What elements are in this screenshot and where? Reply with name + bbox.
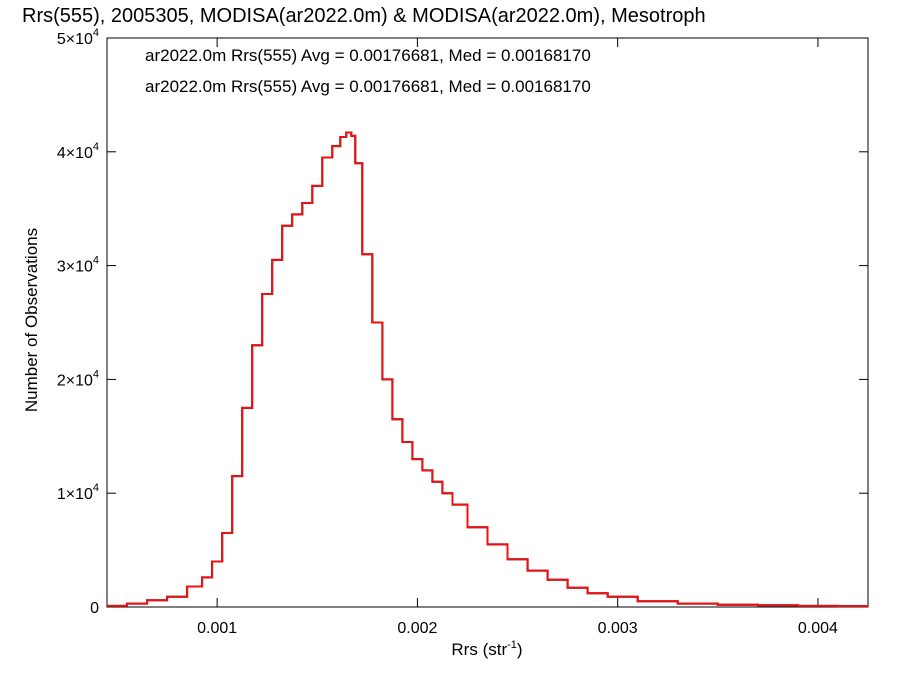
y-tick-label-mantissa: 2×10 bbox=[57, 372, 93, 389]
y-tick-label-exponent: 4 bbox=[93, 482, 99, 494]
series-line-red bbox=[107, 131, 868, 608]
series-layer bbox=[107, 131, 868, 608]
y-tick-label-exponent: 4 bbox=[93, 27, 99, 39]
x-tick-label: 0.004 bbox=[798, 620, 838, 637]
x-axis-label-exponent: -1 bbox=[507, 639, 517, 651]
x-axis-label: Rrs (str-1) bbox=[451, 639, 522, 659]
y-tick-label: 5×104 bbox=[57, 27, 99, 48]
y-tick-label: 0 bbox=[90, 600, 99, 617]
y-tick-label: 4×104 bbox=[57, 141, 99, 162]
x-tick-label: 0.002 bbox=[397, 620, 437, 637]
y-tick-label-exponent: 4 bbox=[93, 141, 99, 153]
plot-frame bbox=[106, 37, 869, 608]
y-tick-label: 3×104 bbox=[57, 255, 99, 276]
legend-entry-black: ar2022.0m Rrs(555) Avg = 0.00176681, Med… bbox=[145, 46, 591, 65]
y-tick-label-mantissa: 0 bbox=[90, 600, 99, 617]
x-axis-label-text: Rrs (str bbox=[451, 640, 507, 659]
x-axis-label-close: ) bbox=[517, 640, 523, 659]
chart-title: Rrs(555), 2005305, MODISA(ar2022.0m) & M… bbox=[22, 5, 706, 27]
y-tick-label-mantissa: 1×10 bbox=[57, 486, 93, 503]
y-tick-label: 1×104 bbox=[57, 482, 99, 503]
legend-entry-red: ar2022.0m Rrs(555) Avg = 0.00176681, Med… bbox=[145, 77, 591, 96]
plot-border bbox=[106, 37, 869, 608]
x-axis-ticks: 0.001 0.002 0.003 0.004 bbox=[197, 38, 838, 637]
y-tick-label-mantissa: 3×10 bbox=[57, 259, 93, 276]
y-tick-label-mantissa: 4×10 bbox=[57, 145, 93, 162]
x-tick-label: 0.001 bbox=[197, 620, 237, 637]
y-tick-label-exponent: 4 bbox=[93, 368, 99, 380]
y-axis-label: Number of Observations bbox=[22, 228, 41, 412]
y-tick-label: 2×104 bbox=[57, 368, 99, 389]
x-tick-label: 0.003 bbox=[598, 620, 638, 637]
y-tick-label-exponent: 4 bbox=[93, 255, 99, 267]
y-tick-label-mantissa: 5×10 bbox=[57, 31, 93, 48]
